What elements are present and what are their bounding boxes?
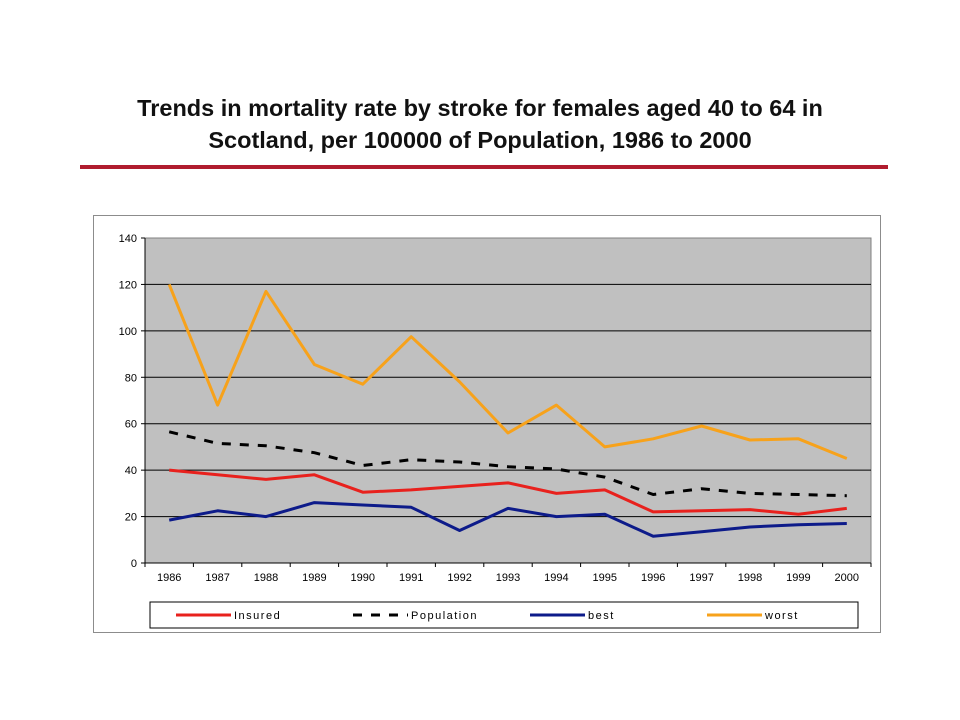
legend-label-worst: worst [764,610,799,622]
series-line-population [168,430,847,498]
legend: Insured Population best worst [149,601,859,629]
title-line-2: Scotland, per 100000 of Population, 1986… [208,127,752,153]
y-tick-label: 60 [125,419,137,431]
x-tick-label: 1995 [593,572,617,584]
series-line-best [168,501,847,538]
y-tick-label: 100 [119,326,137,338]
series-lines [167,283,848,538]
y-tick-label: 40 [125,465,137,477]
x-tick-label: 1991 [399,572,423,584]
x-tick-label: 1989 [302,572,326,584]
legend-label-best: best [588,610,615,622]
x-tick-label: 1994 [544,572,568,584]
x-tick-label: 1993 [496,572,520,584]
series-line-worst [167,283,848,460]
x-tick-label: 1992 [447,572,471,584]
title-divider [80,165,888,169]
legend-label-population: Population [411,610,478,622]
x-tick-label: 1996 [641,572,665,584]
y-tick-label: 140 [119,233,137,245]
x-tick-label: 1998 [738,572,762,584]
axes: 0 20 40 60 80 100 120 140 1986 1987 1988 1989 1990 19… [119,233,872,584]
x-tick-label: 1997 [689,572,713,584]
series-line-insured [169,468,847,516]
chart-frame: 0 20 40 60 80 100 120 140 1986 1987 1988 1989 1990 19… [93,215,881,633]
legend-label-insured: Insured [234,610,281,622]
x-tick-label: 1987 [205,572,229,584]
x-tick-label: 1990 [351,572,375,584]
line-chart: 0 20 40 60 80 100 120 140 1986 1987 1988 1989 1990 19… [119,233,872,629]
x-tick-label: 2000 [835,572,859,584]
x-tick-label: 1986 [157,572,181,584]
slide-title: Trends in mortality rate by stroke for f… [60,92,900,156]
title-line-1: Trends in mortality rate by stroke for f… [137,95,823,121]
y-tick-label: 0 [131,558,137,570]
y-tick-label: 80 [125,372,137,384]
x-tick-label: 1988 [254,572,278,584]
y-tick-label: 120 [119,279,137,291]
x-tick-label: 1999 [786,572,810,584]
y-tick-label: 20 [125,512,137,524]
